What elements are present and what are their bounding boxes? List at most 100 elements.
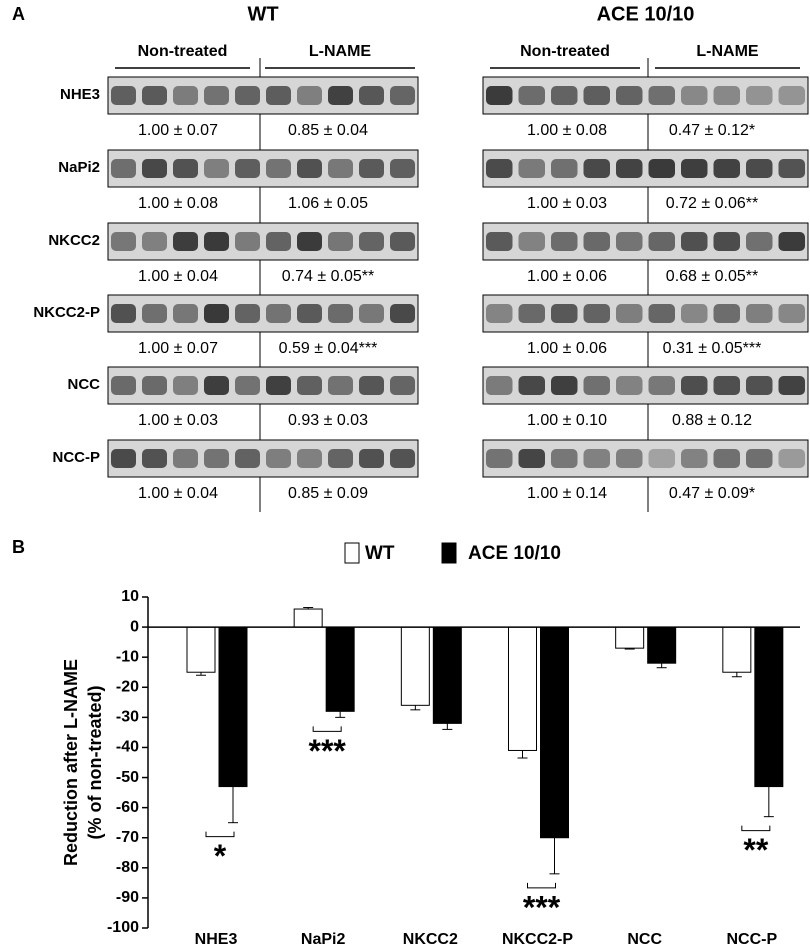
- blot-band: [746, 376, 773, 395]
- significance-bracket: [527, 882, 556, 889]
- blot-band: [297, 86, 322, 105]
- blot-band: [297, 159, 322, 178]
- blot-band: [486, 232, 513, 251]
- y-tick-label: -40: [116, 739, 139, 756]
- blot-band: [297, 449, 322, 468]
- blot-band: [142, 86, 167, 105]
- blot-band: [746, 304, 773, 323]
- blot-band: [266, 449, 291, 468]
- quantification: 0.59 ± 0.04***: [279, 340, 378, 357]
- blot-band: [778, 159, 805, 178]
- blot-band: [583, 449, 610, 468]
- blot-band: [551, 86, 578, 105]
- quantification: 1.00 ± 0.06: [527, 268, 607, 285]
- blot-band: [518, 86, 545, 105]
- condition-label: Non-treated: [138, 43, 228, 60]
- x-tick-label: NaPi2: [301, 931, 346, 948]
- blot-band: [681, 159, 708, 178]
- bar: [754, 626, 784, 788]
- quantification: 0.68 ± 0.05**: [666, 268, 758, 285]
- blot-band: [359, 304, 384, 323]
- blot-band: [390, 232, 415, 251]
- quantification: 1.00 ± 0.07: [138, 340, 218, 357]
- protein-label: NCC: [68, 376, 101, 393]
- blot-band: [235, 376, 260, 395]
- blot-band: [266, 304, 291, 323]
- protein-label: NaPi2: [58, 159, 100, 176]
- blot-band: [173, 232, 198, 251]
- group-title: WT: [247, 3, 278, 25]
- blot-band: [390, 304, 415, 323]
- blot-band: [359, 86, 384, 105]
- y-tick-label: -10: [116, 648, 139, 665]
- blot-band: [359, 376, 384, 395]
- y-tick-label: -30: [116, 709, 139, 726]
- blot-band: [111, 159, 136, 178]
- x-tick-label: NKCC2-P: [502, 931, 573, 948]
- quantification: 1.00 ± 0.10: [527, 412, 607, 429]
- protein-label: NKCC2-P: [33, 304, 100, 321]
- bar: [186, 626, 216, 673]
- blot-band: [713, 86, 740, 105]
- blot-band: [359, 159, 384, 178]
- blot-band: [778, 376, 805, 395]
- blot-band: [173, 449, 198, 468]
- blot-band: [359, 449, 384, 468]
- blot-band: [111, 304, 136, 323]
- y-tick-label: -50: [116, 769, 139, 786]
- blot-band: [266, 232, 291, 251]
- blot-band: [328, 86, 353, 105]
- blot-band: [713, 449, 740, 468]
- quantification: 1.06 ± 0.05: [288, 195, 368, 212]
- blot-band: [616, 159, 643, 178]
- quantification: 1.00 ± 0.04: [138, 268, 218, 285]
- blot-band: [746, 159, 773, 178]
- blot-band: [328, 232, 353, 251]
- bar: [540, 626, 569, 839]
- quantification: 1.00 ± 0.07: [138, 122, 218, 139]
- quantification: 0.74 ± 0.05**: [282, 268, 374, 285]
- blot-band: [551, 159, 578, 178]
- blot-band: [173, 159, 198, 178]
- blot-band: [681, 232, 708, 251]
- blot-band: [328, 304, 353, 323]
- quantification: 1.00 ± 0.08: [138, 195, 218, 212]
- significance-bracket: [312, 726, 342, 732]
- x-tick-label: NKCC2: [403, 931, 458, 948]
- protein-label: NKCC2: [48, 232, 100, 249]
- blot-band: [681, 376, 708, 395]
- blot-band: [266, 86, 291, 105]
- y-tick-label: -80: [116, 859, 139, 876]
- blot-band: [681, 86, 708, 105]
- bar: [722, 626, 752, 673]
- blot-band: [616, 304, 643, 323]
- bar: [647, 626, 677, 664]
- quantification: 1.00 ± 0.03: [527, 195, 607, 212]
- blot-band: [204, 449, 229, 468]
- blot-band: [142, 232, 167, 251]
- blot-band: [778, 449, 805, 468]
- blot-band: [648, 159, 675, 178]
- condition-label: Non-treated: [520, 43, 610, 60]
- blot-band: [746, 232, 773, 251]
- blot-band: [204, 159, 229, 178]
- group-title: ACE 10/10: [597, 3, 695, 25]
- protein-label: NCC-P: [53, 449, 101, 466]
- blot-band: [142, 376, 167, 395]
- blot-band: [551, 232, 578, 251]
- blot-band: [390, 86, 415, 105]
- y-tick-label: 0: [130, 618, 139, 635]
- y-tick-label: -90: [116, 889, 139, 906]
- condition-label: L-NAME: [309, 43, 372, 60]
- blot-band: [111, 86, 136, 105]
- blot-band: [390, 449, 415, 468]
- blot-band: [111, 449, 136, 468]
- blot-band: [583, 159, 610, 178]
- bar: [293, 608, 323, 628]
- blot-band: [518, 304, 545, 323]
- blot-band: [142, 449, 167, 468]
- legend-swatch: [441, 542, 457, 564]
- blot-band: [713, 232, 740, 251]
- legend-label: WT: [365, 543, 395, 564]
